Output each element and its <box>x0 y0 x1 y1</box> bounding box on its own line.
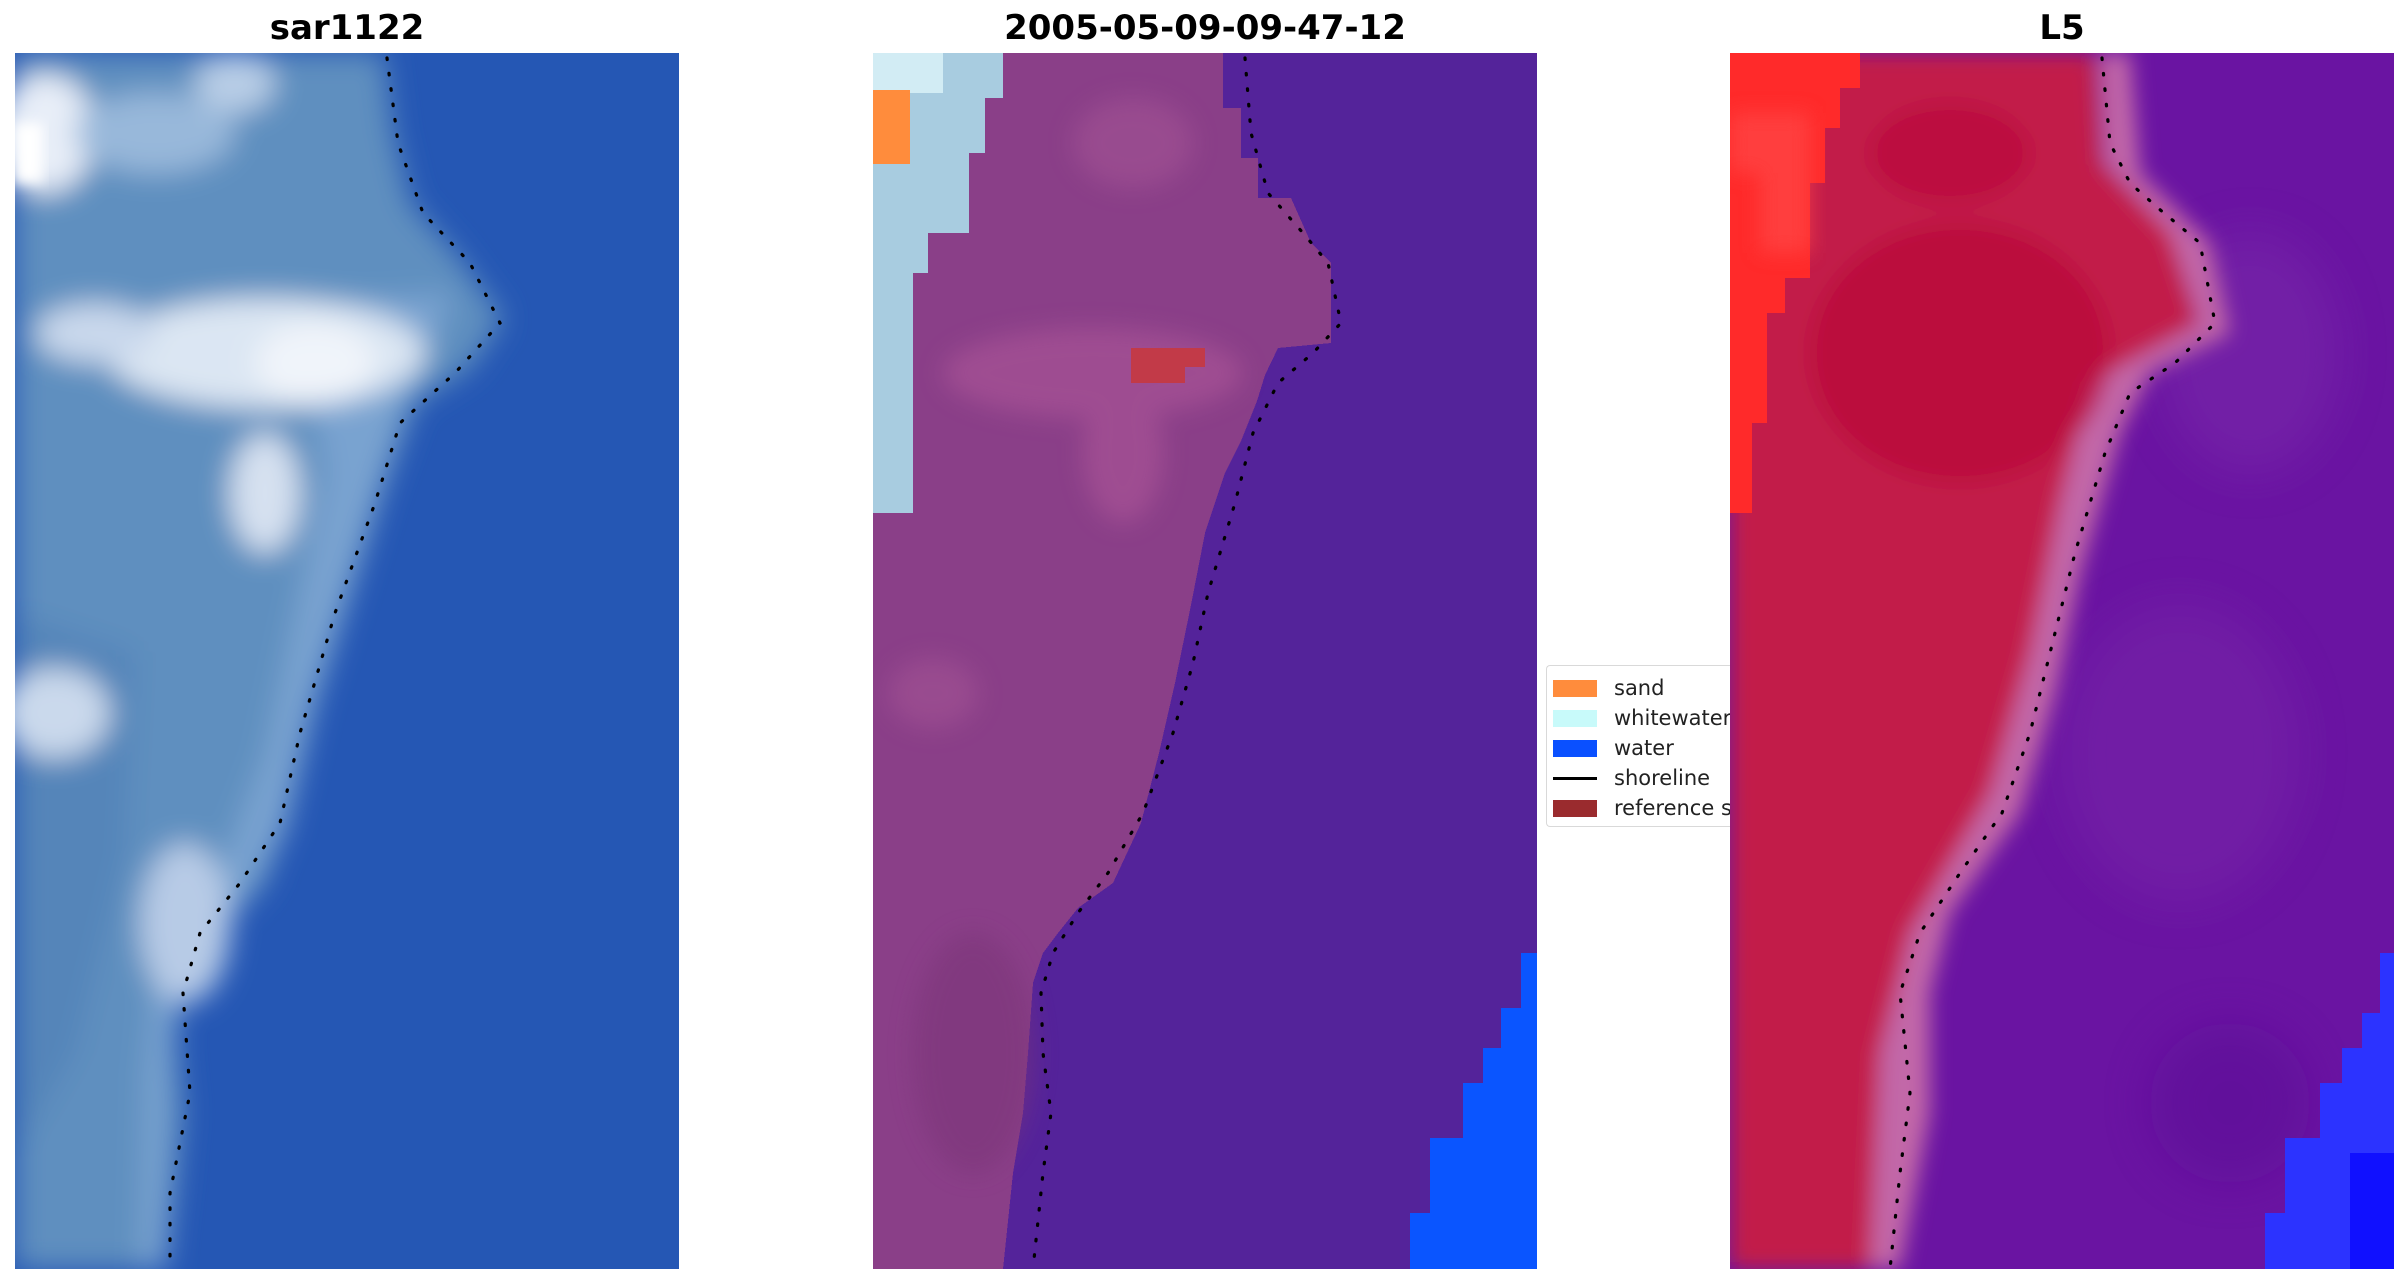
classification-image <box>873 53 1537 1269</box>
legend-item-whitewater: whitewater <box>1553 706 1730 730</box>
sand-class <box>873 90 910 164</box>
legend-label-shoreline: shoreline <box>1614 766 1711 790</box>
water-blue-class <box>1410 953 1537 1269</box>
legend-label-reference-shoreline: reference shoreline <box>1614 796 1730 820</box>
legend-swatch-water <box>1553 739 1597 757</box>
legend-item-water: water <box>1553 736 1674 760</box>
panel-title-classification: 2005-05-09-09-47-12 <box>1004 8 1406 48</box>
rgb-image <box>15 53 679 1269</box>
legend-item-reference-shoreline: reference shoreline <box>1553 796 1730 820</box>
legend-label-whitewater: whitewater <box>1614 706 1730 730</box>
index-image <box>1730 53 2394 1269</box>
index-panel <box>1730 53 2394 1269</box>
shoreline <box>168 56 502 1269</box>
panel-title-index: L5 <box>2039 8 2085 48</box>
legend-swatch-whitewater <box>1553 709 1597 727</box>
rgb-image-panel <box>15 53 679 1269</box>
legend-swatch-reference-shoreline <box>1553 799 1597 817</box>
legend-label-water: water <box>1614 736 1674 760</box>
shoreline <box>1031 56 1343 1269</box>
legend-swatch-sand <box>1553 679 1597 697</box>
legend-item-sand: sand <box>1553 676 1664 700</box>
shore-band-index <box>1870 53 2230 1269</box>
panel-title-rgb: sar1122 <box>269 8 425 48</box>
legend-label-sand: sand <box>1614 676 1665 700</box>
reference-shoreline-patch <box>1131 348 1205 383</box>
legend: sand whitewater water shoreline referenc… <box>1546 665 1730 827</box>
legend-item-shoreline: shoreline <box>1553 766 1710 790</box>
legend-line-shoreline <box>1553 776 1597 780</box>
classification-panel <box>873 53 1537 1269</box>
whitewater-class <box>873 53 1003 513</box>
